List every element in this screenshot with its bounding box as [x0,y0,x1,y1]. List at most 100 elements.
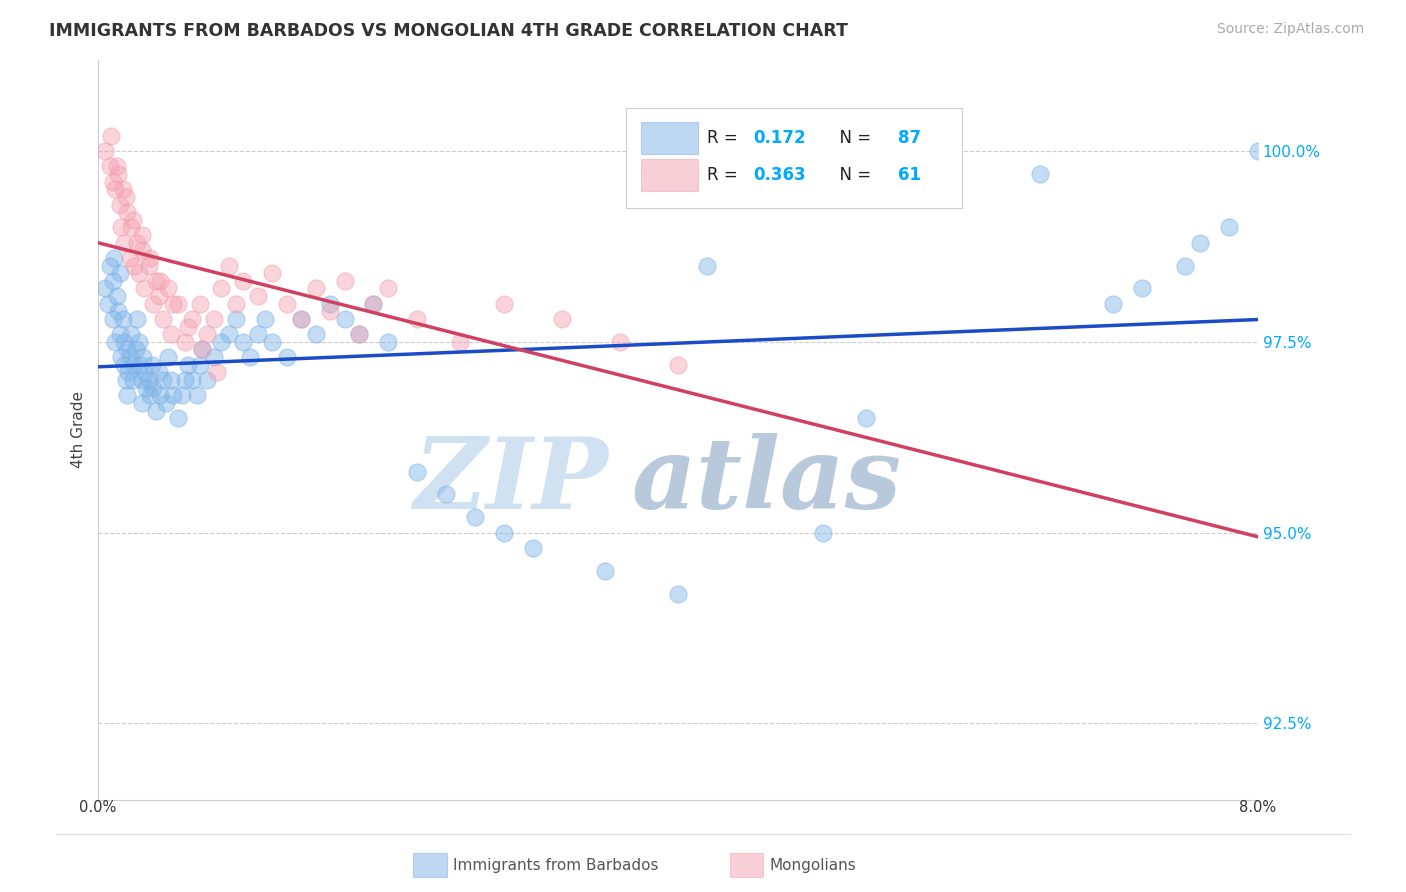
Text: 87: 87 [898,129,921,147]
Point [172,388,194,402]
FancyBboxPatch shape [641,122,697,153]
Point [666,586,689,600]
Point [1188,235,1211,250]
Text: 0.172: 0.172 [754,129,806,147]
Point [105,289,128,303]
Point [148,365,170,379]
Point [120,327,142,342]
Point [117,365,139,379]
Point [202,312,225,326]
Point [333,312,356,326]
Point [209,281,232,295]
Point [127,235,149,250]
Point [492,296,515,310]
Point [121,212,143,227]
Point [195,327,218,342]
Point [855,411,877,425]
Point [276,296,298,310]
Point [304,281,326,295]
FancyBboxPatch shape [626,108,962,208]
Point [434,487,457,501]
Point [98,160,121,174]
Point [97,296,120,310]
Point [101,312,124,326]
Point [166,296,188,310]
Point [188,296,211,310]
Point [104,182,127,196]
Y-axis label: 4th Grade: 4th Grade [72,391,86,468]
FancyBboxPatch shape [641,160,697,191]
Text: Source: ZipAtlas.com: Source: ZipAtlas.com [1216,22,1364,37]
Point [246,327,269,342]
Point [156,281,179,295]
Point [253,312,276,326]
Text: Immigrants from Barbados: Immigrants from Barbados [453,858,658,872]
Text: R =: R = [707,166,742,184]
Point [609,334,631,349]
Point [260,334,283,349]
Point [188,358,211,372]
Point [138,259,160,273]
Point [1029,167,1052,181]
Text: ZIP: ZIP [413,434,609,530]
Point [142,381,165,395]
Point [132,350,155,364]
Point [118,251,141,265]
Point [551,312,574,326]
Text: 0.0%: 0.0% [79,799,117,814]
Point [155,396,177,410]
Point [111,312,134,326]
Point [112,358,135,372]
Point [225,296,247,310]
Point [115,388,138,402]
Point [181,373,204,387]
Point [145,403,167,417]
Point [218,327,240,342]
Point [464,510,486,524]
Point [110,220,132,235]
Point [112,235,135,250]
Point [107,304,129,318]
Point [218,259,240,273]
Point [114,373,136,387]
Point [118,350,141,364]
Point [141,358,163,372]
Point [319,296,342,310]
Point [98,259,121,273]
Point [347,327,370,342]
Text: R =: R = [707,129,742,147]
Point [128,334,150,349]
Point [149,388,172,402]
Point [134,281,156,295]
Text: Mongolians: Mongolians [769,858,856,872]
Point [246,289,269,303]
Point [811,525,834,540]
Point [406,465,429,479]
Point [129,358,152,372]
Point [145,274,167,288]
Point [363,296,385,310]
Point [239,350,262,364]
Point [377,281,399,295]
Point [319,304,342,318]
Text: 8.0%: 8.0% [1239,799,1277,814]
Point [103,251,125,265]
Point [120,220,142,235]
Point [131,244,153,258]
Point [450,334,472,349]
Point [128,266,150,280]
Point [139,388,162,402]
Point [191,343,214,357]
Point [290,312,312,326]
Point [276,350,298,364]
Point [108,197,131,211]
Point [108,266,131,280]
Point [186,388,208,402]
Point [174,373,197,387]
Point [142,296,165,310]
Point [304,327,326,342]
Point [105,160,128,174]
Point [124,358,146,372]
Point [131,373,153,387]
Point [138,373,160,387]
